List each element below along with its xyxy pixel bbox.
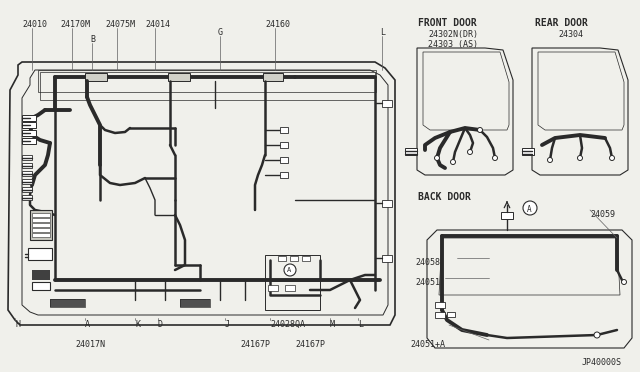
Bar — [38, 70, 376, 92]
Bar — [22, 179, 32, 184]
Bar — [22, 122, 36, 128]
Bar — [382, 255, 392, 262]
Text: 24051: 24051 — [415, 278, 440, 287]
Bar — [22, 115, 36, 121]
Bar — [32, 213, 50, 217]
Bar — [32, 228, 50, 232]
Text: B: B — [90, 35, 95, 44]
Text: 24170M: 24170M — [60, 20, 90, 29]
Bar — [180, 299, 210, 307]
Bar — [22, 171, 32, 176]
Bar — [405, 148, 417, 155]
Text: 24014: 24014 — [145, 20, 170, 29]
Text: 24304: 24304 — [558, 30, 583, 39]
Text: 24051+A: 24051+A — [410, 340, 445, 349]
Bar — [50, 299, 85, 307]
Text: FRONT DOOR: FRONT DOOR — [418, 18, 477, 28]
Text: 24010: 24010 — [22, 20, 47, 29]
Bar — [22, 155, 32, 160]
Bar — [280, 157, 288, 163]
Circle shape — [594, 332, 600, 338]
Bar — [285, 285, 295, 291]
Bar — [280, 142, 288, 148]
Text: 24059: 24059 — [590, 210, 615, 219]
Bar — [30, 210, 52, 240]
Circle shape — [523, 201, 537, 215]
Text: REAR DOOR: REAR DOOR — [535, 18, 588, 28]
Text: M: M — [330, 320, 335, 329]
Bar — [302, 256, 310, 261]
Circle shape — [467, 150, 472, 154]
Text: BACK DOOR: BACK DOOR — [418, 192, 471, 202]
Circle shape — [493, 155, 497, 160]
Bar — [22, 163, 32, 168]
Bar — [435, 302, 445, 308]
Text: A: A — [527, 205, 532, 214]
Bar — [38, 70, 376, 92]
Circle shape — [621, 279, 627, 285]
Bar — [28, 248, 52, 260]
Bar — [268, 285, 278, 291]
Circle shape — [547, 157, 552, 163]
Bar — [50, 299, 85, 307]
Text: 24028QA: 24028QA — [270, 320, 305, 329]
Bar — [290, 256, 298, 261]
Circle shape — [477, 128, 483, 132]
Text: H: H — [15, 320, 20, 329]
Bar — [263, 73, 283, 81]
Bar — [278, 256, 286, 261]
Circle shape — [609, 155, 614, 160]
Text: 24160: 24160 — [265, 20, 290, 29]
Circle shape — [451, 160, 456, 164]
Bar — [22, 187, 32, 192]
Bar — [168, 73, 190, 81]
Text: A: A — [287, 267, 291, 273]
Bar — [22, 138, 36, 144]
Text: 24058: 24058 — [415, 258, 440, 267]
Text: A: A — [85, 320, 90, 329]
Bar — [32, 223, 50, 227]
Text: G: G — [218, 28, 223, 37]
Text: 24302N(DR): 24302N(DR) — [428, 30, 478, 39]
Bar — [32, 218, 50, 222]
Text: JP40000S: JP40000S — [582, 358, 622, 367]
Text: 24167P: 24167P — [295, 340, 325, 349]
Text: L: L — [380, 28, 385, 37]
Bar — [32, 233, 50, 237]
Bar — [382, 100, 392, 107]
Text: 24017N: 24017N — [75, 340, 105, 349]
Bar — [447, 312, 455, 317]
Bar — [265, 255, 320, 310]
Circle shape — [284, 264, 296, 276]
Bar — [22, 130, 36, 136]
Bar — [280, 172, 288, 178]
Text: L: L — [358, 320, 363, 329]
Text: 24303 (AS): 24303 (AS) — [428, 40, 478, 49]
Bar — [280, 127, 288, 133]
Text: 24075M: 24075M — [105, 20, 135, 29]
Bar — [85, 73, 107, 81]
Circle shape — [435, 155, 440, 160]
Text: J: J — [225, 320, 230, 329]
Circle shape — [577, 155, 582, 160]
Text: 24167P: 24167P — [240, 340, 270, 349]
Bar — [180, 299, 210, 307]
Text: D: D — [158, 320, 163, 329]
Bar — [435, 312, 445, 318]
Bar — [501, 212, 513, 219]
Bar — [32, 270, 50, 280]
Bar — [22, 195, 32, 200]
Text: K: K — [135, 320, 140, 329]
Bar — [40, 72, 375, 100]
Bar — [382, 200, 392, 207]
Bar — [32, 282, 50, 290]
Bar — [522, 148, 534, 155]
